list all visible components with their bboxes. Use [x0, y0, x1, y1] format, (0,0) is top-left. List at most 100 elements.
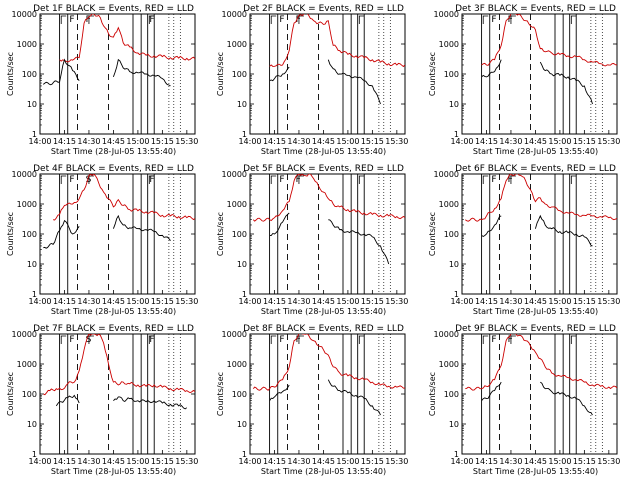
x-tick-label: 14:00 — [28, 297, 51, 306]
plot-frame — [249, 333, 406, 455]
events-series-line — [55, 394, 80, 407]
x-tick-label: 15:00 — [548, 457, 571, 466]
y-tick-label: 1000 — [227, 200, 247, 209]
x-tick-label: 14:45 — [102, 137, 125, 146]
event-marker-label: F — [296, 15, 301, 25]
chart-title: Det 6F BLACK = Events, RED = LLD — [455, 164, 616, 174]
y-tick-label: 1000 — [439, 40, 459, 49]
y-axis-label: Counts/sec — [216, 52, 225, 96]
y-tick-label: 10 — [237, 420, 247, 429]
x-tick-label: 15:15 — [151, 297, 174, 306]
x-axis-label: Start Time (28-Jul-05 13:55:40) — [473, 307, 598, 316]
x-tick-label: 14:00 — [450, 297, 473, 306]
events-series-line — [113, 396, 188, 410]
x-tick-label: 15:30 — [597, 297, 620, 306]
x-tick-label: 15:15 — [151, 457, 174, 466]
plot-frame — [39, 173, 196, 295]
y-tick-label: 1000 — [17, 360, 37, 369]
event-marker-label: F — [491, 15, 496, 25]
interval-bracket — [148, 335, 155, 344]
x-axis-label: Start Time (28-Jul-05 13:55:40) — [261, 307, 386, 316]
y-axis-label: Counts/sec — [6, 372, 15, 416]
x-tick-label: 14:15 — [475, 297, 498, 306]
lld-series-line — [481, 14, 617, 67]
x-tick-label: 14:15 — [475, 137, 498, 146]
y-tick-label: 10000 — [12, 170, 37, 179]
chart-title: Det 9F BLACK = Events, RED = LLD — [455, 324, 616, 334]
y-tick-label: 10 — [237, 100, 247, 109]
y-axis-label: Counts/sec — [428, 212, 437, 256]
y-tick-label: 1 — [32, 450, 37, 459]
x-tick-label: 14:30 — [77, 457, 100, 466]
x-axis-label: Start Time (28-Jul-05 13:55:40) — [473, 147, 598, 156]
x-tick-label: 15:15 — [361, 297, 384, 306]
x-tick-label: 14:45 — [102, 297, 125, 306]
y-tick-label: 10000 — [434, 330, 459, 339]
x-tick-label: 14:45 — [524, 457, 547, 466]
x-tick-label: 15:00 — [336, 297, 359, 306]
y-axis-label: Counts/sec — [6, 212, 15, 256]
y-tick-label: 10 — [237, 260, 247, 269]
x-axis-label: Start Time (28-Jul-05 13:55:40) — [51, 147, 176, 156]
events-series-line — [43, 58, 80, 86]
y-tick-label: 10000 — [222, 330, 247, 339]
event-marker-label: F — [149, 15, 154, 25]
interval-bracket — [510, 15, 516, 24]
lld-series-line — [59, 14, 195, 63]
events-series-line — [269, 212, 290, 236]
lld-series-line — [43, 334, 195, 396]
y-axis-label: Counts/sec — [6, 52, 15, 96]
events-series-line — [328, 219, 390, 265]
interval-bracket — [270, 335, 277, 344]
interval-bracket — [482, 335, 489, 344]
x-tick-label: 14:45 — [524, 137, 547, 146]
y-tick-label: 10000 — [222, 170, 247, 179]
event-marker-label: F — [296, 175, 301, 185]
x-axis-label: Start Time (28-Jul-05 13:55:40) — [51, 307, 176, 316]
x-axis-label: Start Time (28-Jul-05 13:55:40) — [261, 467, 386, 476]
y-tick-label: 100 — [22, 230, 37, 239]
events-series-line — [269, 66, 290, 82]
y-axis-label: Counts/sec — [428, 372, 437, 416]
x-tick-label: 15:30 — [385, 457, 408, 466]
x-tick-label: 15:30 — [385, 297, 408, 306]
y-tick-label: 10 — [27, 260, 37, 269]
chart-title: Det 2F BLACK = Events, RED = LLD — [243, 4, 404, 14]
x-tick-label: 15:15 — [573, 137, 596, 146]
events-series-line — [540, 381, 593, 416]
y-tick-label: 1 — [32, 130, 37, 139]
y-tick-label: 10000 — [434, 170, 459, 179]
y-tick-label: 1 — [454, 290, 459, 299]
chart-title: Det 4F BLACK = Events, RED = LLD — [33, 164, 194, 174]
y-axis-label: Counts/sec — [216, 372, 225, 416]
events-series-line — [43, 219, 80, 249]
event-marker-label: F — [508, 175, 513, 185]
x-tick-label: 15:30 — [175, 457, 198, 466]
y-axis-label: Counts/sec — [216, 212, 225, 256]
interval-bracket — [358, 335, 365, 344]
events-series-line — [539, 61, 593, 105]
x-tick-label: 15:30 — [597, 457, 620, 466]
x-tick-label: 15:00 — [336, 457, 359, 466]
chart-title: Det 8F BLACK = Events, RED = LLD — [243, 324, 404, 334]
interval-bracket — [570, 175, 577, 184]
x-tick-label: 14:30 — [499, 457, 522, 466]
lld-series-line — [269, 14, 405, 68]
y-tick-label: 100 — [232, 390, 247, 399]
plot-frame — [461, 333, 618, 455]
interval-bracket — [60, 335, 67, 344]
interval-bracket — [570, 335, 577, 344]
interval-bracket — [298, 175, 304, 184]
x-tick-label: 14:00 — [238, 297, 261, 306]
event-marker-label: F — [279, 15, 284, 25]
x-tick-label: 15:00 — [336, 137, 359, 146]
x-tick-label: 14:30 — [287, 457, 310, 466]
plot-frame — [461, 13, 618, 135]
x-tick-label: 14:30 — [499, 297, 522, 306]
y-tick-label: 1 — [454, 450, 459, 459]
x-tick-label: 14:30 — [77, 297, 100, 306]
